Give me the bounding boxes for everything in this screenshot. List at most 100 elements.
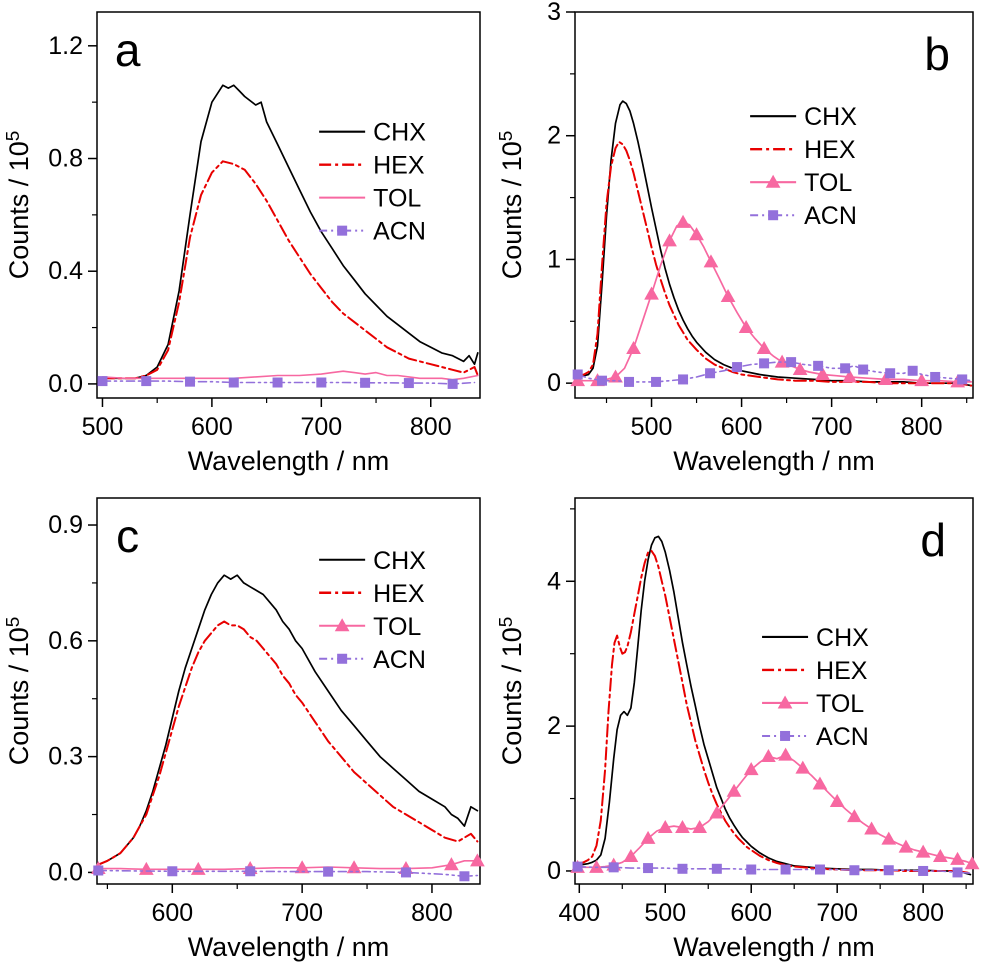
series-tol-marker xyxy=(346,860,362,874)
series-tol-marker xyxy=(444,857,459,871)
series-acn-marker xyxy=(705,368,716,379)
series-acn-marker xyxy=(316,377,327,388)
series-acn-marker xyxy=(447,378,458,389)
series-acn-marker xyxy=(651,376,662,387)
series-acn-marker xyxy=(780,864,791,875)
series-acn-marker xyxy=(711,863,722,874)
series-hex-line xyxy=(576,140,973,387)
series-tol-marker xyxy=(709,805,725,819)
series-tol-marker xyxy=(294,860,310,874)
series-tol-marker xyxy=(657,819,673,834)
series-tol-line xyxy=(97,860,479,871)
y-axis-label: Counts / 105 xyxy=(3,617,34,766)
series-tol-marker xyxy=(812,776,828,790)
x-tick-label: 500 xyxy=(644,899,686,927)
legend-label-tol: TOL xyxy=(816,690,864,718)
x-tick-label: 400 xyxy=(558,899,600,927)
series-tol-line xyxy=(576,221,973,383)
legend-marker-acn xyxy=(337,653,348,664)
legend-marker-acn xyxy=(337,225,348,236)
series-acn-marker xyxy=(957,374,968,385)
legend-label-tol: TOL xyxy=(373,185,421,213)
series-tol-marker xyxy=(778,747,793,761)
legend-marker-tol xyxy=(765,174,781,188)
series-acn-marker xyxy=(403,378,414,389)
series-chx-line xyxy=(97,574,479,866)
series-tol-marker xyxy=(932,848,948,862)
series-acn-marker xyxy=(677,863,688,874)
series-acn-marker xyxy=(849,865,860,876)
series-acn-line xyxy=(97,869,479,878)
panel-letter-b: b xyxy=(924,28,950,80)
series-tol-marker xyxy=(864,821,879,835)
series-acn-marker xyxy=(459,871,470,882)
y-tick-label: 0 xyxy=(547,369,561,397)
y-tick-label: 0.0 xyxy=(48,370,83,398)
series-tol-marker xyxy=(662,233,677,247)
series-acn-marker xyxy=(858,364,869,375)
series-acn-marker xyxy=(608,862,619,873)
series-tol-marker xyxy=(644,286,659,300)
legend-label-tol: TOL xyxy=(804,169,852,197)
series-acn-marker xyxy=(678,374,689,385)
x-tick-label: 700 xyxy=(811,413,853,441)
y-tick-label: 2 xyxy=(547,712,561,740)
series-tol-marker xyxy=(692,819,708,834)
panel-d: 400 500 600 700 800 0 2 4 CHX HEX TOL ACN d Counts / … xyxy=(493,486,983,966)
legend-label-hex: HEX xyxy=(816,657,868,685)
series-tol-marker xyxy=(795,760,811,774)
panel-letter-c: c xyxy=(116,510,139,562)
legend-label-hex: HEX xyxy=(373,580,425,608)
plot-frame xyxy=(574,497,974,885)
panel-a: 500 600 700 800 0.0 0.4 0.8 1.2 CHX HEX TOL ACN a Cou… xyxy=(0,0,490,480)
y-axis-label: Counts / 105 xyxy=(496,131,527,280)
series-tol-marker xyxy=(914,373,930,387)
series-acn-marker xyxy=(572,369,583,380)
series-tol-marker xyxy=(756,340,772,355)
series-tol-marker xyxy=(623,848,639,862)
legend-marker-tol xyxy=(777,695,793,709)
series-tol-line xyxy=(101,370,479,381)
series-acn-marker xyxy=(732,362,743,373)
series-acn-marker xyxy=(883,865,894,876)
legend-label-hex: HEX xyxy=(804,136,856,164)
x-tick-label: 600 xyxy=(151,899,193,927)
series-tol-marker xyxy=(640,830,656,844)
series-acn-marker xyxy=(814,864,825,875)
legend-label-acn: ACN xyxy=(816,723,869,751)
chart-b-svg: 500 600 700 800 0 1 2 3 CHX HEX TOL ACN b Counts / 10… xyxy=(496,0,974,476)
series-tol-marker xyxy=(792,362,808,376)
x-tick-label: 600 xyxy=(730,899,772,927)
series-acn-marker xyxy=(813,360,824,371)
series-tol-marker xyxy=(815,366,830,380)
chart-d-svg: 400 500 600 700 800 0 2 4 CHX HEX TOL ACN d Counts / … xyxy=(496,497,980,962)
legend-label-acn: ACN xyxy=(804,202,857,230)
series-tol-marker xyxy=(726,783,742,797)
x-tick-label: 700 xyxy=(300,413,342,441)
plot-frame xyxy=(96,497,481,885)
series-acn-marker xyxy=(245,866,256,877)
x-tick-label: 600 xyxy=(721,413,763,441)
series-chx-line xyxy=(576,535,972,876)
series-tol-marker xyxy=(675,214,691,228)
legend-marker-acn xyxy=(780,730,791,741)
series-acn-marker xyxy=(759,358,770,369)
y-tick-label: 3 xyxy=(547,0,561,26)
series-acn-marker xyxy=(572,861,583,872)
series-acn-marker xyxy=(272,377,283,388)
legend-marker-acn xyxy=(768,210,779,221)
series-tol-marker xyxy=(915,844,931,858)
x-tick-label: 600 xyxy=(191,413,233,441)
series-acn-marker xyxy=(643,863,654,874)
series-acn-marker xyxy=(840,363,851,374)
series-tol-marker xyxy=(689,227,704,241)
x-tick-label: 800 xyxy=(902,899,944,927)
series-hex-line xyxy=(97,620,479,866)
series-tol-marker xyxy=(950,851,965,865)
legend-label-chx: CHX xyxy=(373,119,426,147)
series-acn-marker xyxy=(746,864,757,875)
y-tick-label: 0.4 xyxy=(48,257,83,285)
series-chx-line xyxy=(576,100,973,387)
y-tick-label: 0.8 xyxy=(48,145,83,173)
